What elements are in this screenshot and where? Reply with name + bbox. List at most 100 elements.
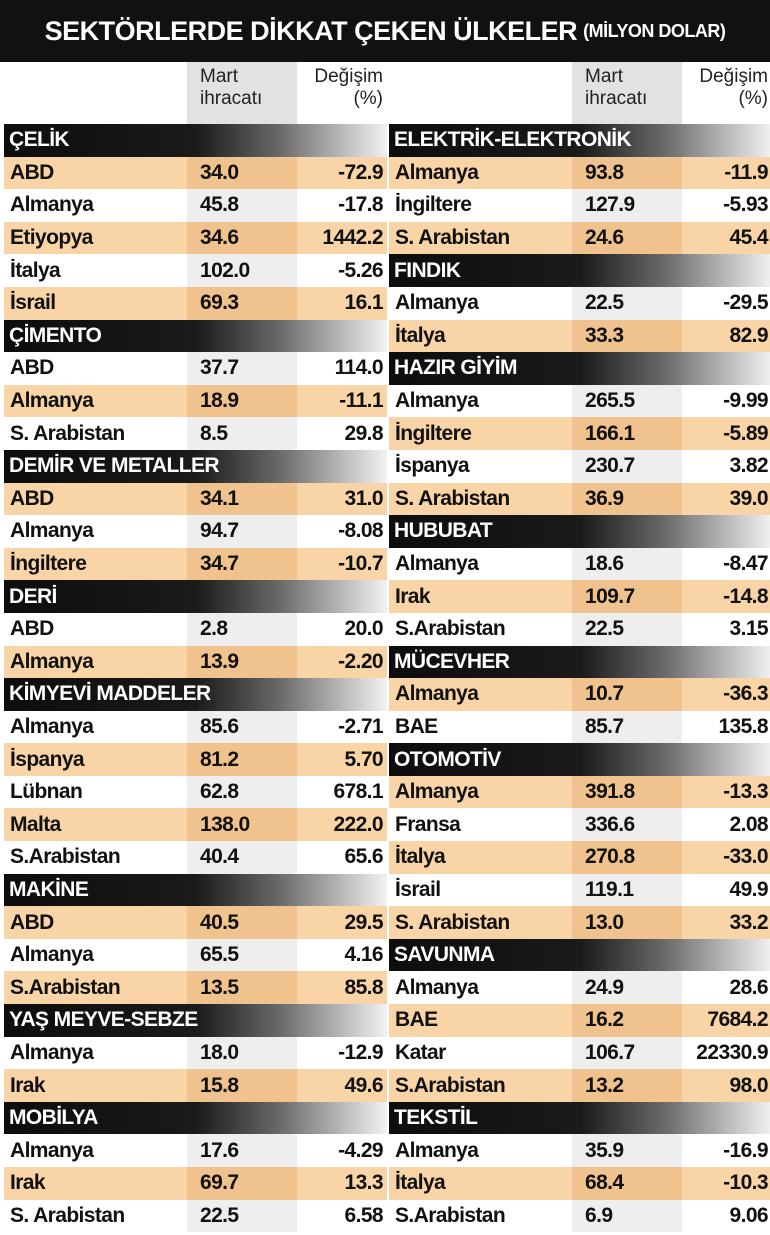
sector-name: ELEKTRİK-ELEKTRONİK (394, 128, 632, 152)
table-row: S. Arabistan 13.0 33.2 (389, 906, 770, 939)
sector-header: ÇELİK (4, 124, 387, 157)
value-band (187, 971, 297, 1005)
export-value-cell: 22.5 (200, 1203, 239, 1227)
country-cell: Fransa (395, 812, 461, 836)
table-row: Almanya 265.5 -9.99 (389, 384, 770, 418)
table-row: Katar 106.7 22330.9 (389, 1036, 770, 1070)
change-cell: 29.5 (344, 910, 384, 934)
table-row: S. Arabistan 36.9 39.0 (389, 482, 770, 516)
sector-header: MÜCEVHER (389, 645, 770, 679)
country-cell: Almanya (395, 552, 479, 576)
change-cell: 39.0 (729, 486, 769, 510)
mart-header: Mart ihracatı (200, 66, 263, 109)
change-cell: 5.70 (344, 747, 384, 771)
table-row: İngiltere 127.9 -5.93 (389, 189, 770, 222)
table-row: Almanya 13.9 -2.20 (4, 645, 387, 679)
change-cell: -10.3 (723, 1171, 768, 1195)
table-row: İngiltere 166.1 -5.89 (389, 417, 770, 450)
export-value-cell: 81.2 (200, 747, 239, 771)
country-cell: İngiltere (395, 193, 472, 217)
change-cell: 49.6 (344, 1073, 384, 1097)
export-value-cell: 17.6 (200, 1138, 239, 1162)
value-band (187, 906, 297, 939)
table-row: Almanya 10.7 -36.3 (389, 678, 770, 711)
country-cell: Malta (10, 812, 61, 836)
value-band (187, 612, 297, 646)
table-row: Almanya 35.9 -16.9 (389, 1134, 770, 1167)
table-row: BAE 16.2 7684.2 (389, 1004, 770, 1037)
value-band (187, 189, 297, 222)
change-cell: 3.82 (729, 454, 769, 478)
sector-header: FINDIK (389, 254, 770, 287)
export-value-cell: 106.7 (585, 1040, 635, 1064)
sector-header: HAZIR GİYİM (389, 352, 770, 385)
change-cell: -8.47 (723, 552, 768, 576)
value-band (572, 1069, 682, 1102)
export-value-cell: 102.0 (200, 258, 250, 282)
change-cell: 98.0 (729, 1073, 769, 1097)
sector-header: ELEKTRİK-ELEKTRONİK (389, 124, 770, 157)
table-row: S. Arabistan 8.5 29.8 (4, 417, 387, 450)
export-value-cell: 40.5 (200, 910, 239, 934)
value-band (187, 221, 297, 255)
export-value-cell: 8.5 (200, 421, 228, 445)
export-value-cell: 33.3 (585, 323, 624, 347)
value-band (187, 1167, 297, 1200)
sector-header: YAŞ MEYVE-SEBZE (4, 1004, 387, 1037)
change-cell: -11.9 (724, 160, 768, 184)
sector-name: MOBİLYA (9, 1106, 98, 1130)
export-value-cell: 34.6 (200, 226, 239, 250)
table-row: S. Arabistan 22.5 6.58 (4, 1199, 387, 1233)
value-band (572, 678, 682, 711)
table-row: İtalya 270.8 -33.0 (389, 841, 770, 874)
value-band (187, 515, 297, 548)
change-cell: -16.9 (723, 1138, 768, 1162)
change-cell: 45.4 (729, 226, 769, 250)
country-cell: Irak (10, 1073, 46, 1097)
country-cell: İtalya (10, 258, 61, 282)
change-cell: 33.2 (729, 910, 769, 934)
country-cell: İtalya (395, 1171, 446, 1195)
change-cell: 7684.2 (707, 1008, 768, 1032)
value-band (187, 384, 297, 418)
value-band (572, 319, 682, 353)
value-band (572, 1167, 682, 1200)
sector-header: MOBİLYA (4, 1101, 387, 1135)
export-value-cell: 16.2 (585, 1008, 624, 1032)
sector-header: KİMYEVİ MADDELER (4, 678, 387, 711)
country-cell: İngiltere (395, 421, 472, 445)
change-cell: -11.1 (339, 389, 383, 413)
country-cell: Almanya (10, 714, 94, 738)
export-value-cell: 85.7 (585, 714, 624, 738)
country-cell: Almanya (10, 389, 94, 413)
country-cell: Almanya (10, 519, 94, 543)
sector-name: HAZIR GİYİM (394, 356, 518, 380)
country-cell: İspanya (395, 454, 470, 478)
change-cell: 22330.9 (696, 1040, 768, 1064)
right-table-body: ELEKTRİK-ELEKTRONİK Almanya 93.8 -11.9 İngil… (389, 124, 770, 1233)
sector-header: TEKSTİL (389, 1101, 770, 1135)
change-cell: 678.1 (333, 780, 383, 804)
country-cell: İspanya (10, 747, 85, 771)
change-cell: -72.9 (338, 160, 383, 184)
table-row: S.Arabistan 6.9 9.06 (389, 1199, 770, 1233)
table-row: Almanya 18.9 -11.1 (4, 384, 387, 418)
change-cell: -10.7 (338, 552, 383, 576)
table-row: Malta 138.0 222.0 (4, 808, 387, 842)
country-cell: ABD (10, 910, 54, 934)
export-value-cell: 18.9 (200, 389, 239, 413)
value-band (572, 808, 682, 842)
export-value-cell: 62.8 (200, 780, 239, 804)
change-cell: -5.93 (723, 193, 768, 217)
change-cell: -33.0 (723, 845, 768, 869)
export-value-cell: 18.6 (585, 552, 624, 576)
export-value-cell: 22.5 (585, 291, 624, 315)
change-cell: 3.15 (729, 617, 769, 641)
export-value-cell: 6.9 (585, 1203, 613, 1227)
table-row: Almanya 24.9 28.6 (389, 971, 770, 1005)
country-cell: Almanya (395, 682, 479, 706)
export-value-cell: 36.9 (585, 486, 624, 510)
export-value-cell: 391.8 (585, 780, 635, 804)
sector-header: MAKİNE (4, 873, 387, 907)
table-row: İsrail 119.1 49.9 (389, 873, 770, 907)
